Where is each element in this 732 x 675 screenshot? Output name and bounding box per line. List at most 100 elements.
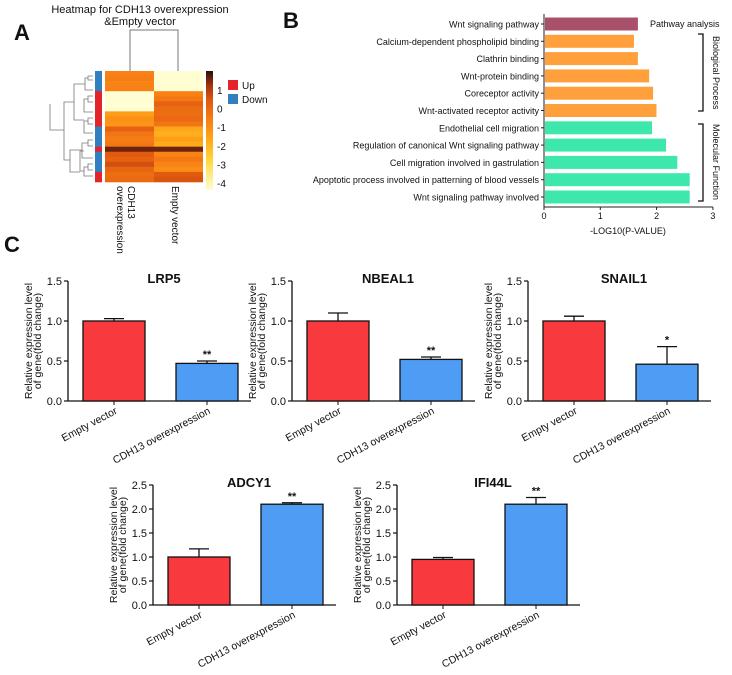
heatmap-cell [154,96,203,102]
bar-7 [545,138,667,152]
y-tick-label: 1.5 [271,276,286,288]
chart-title: SNAIL1 [601,271,647,286]
row-group-cell [95,136,102,142]
bar-8 [545,155,678,169]
y-tick-label: 0.0 [376,600,391,612]
y-axis-label: of gene(fold change) [492,293,504,389]
row-group-cell [95,76,102,82]
y-tick-label: 2.0 [376,504,391,516]
chart-title: NBEAL1 [362,271,414,286]
bar-1 [399,358,463,402]
colorbar-tick-label: -1 [217,123,226,134]
row-group-cell [95,176,102,183]
heatmap-cell [154,126,203,132]
heatmap-cell [154,176,203,183]
row-group-cell [95,71,102,77]
row-group-cell [95,171,102,178]
expression-chart-nbeal1: NBEAL1 0.0 0.5 1.0 1.5 Relative expression le… [247,271,475,467]
y-tick-label: 0.5 [271,356,286,368]
x-tick-label: CDH13 overexpression [196,609,298,671]
heatmap-cell [154,106,203,112]
x-tick-label: 1 [598,211,603,221]
colorbar [206,71,213,190]
bar-0 [82,320,146,402]
expression-chart-lrp5: LRP5 0.0 0.5 1.0 1.5 Relative expression leve… [23,271,251,467]
y-tick-label: 0.5 [132,576,147,588]
pathway-bar-chart: Wnt signaling pathway Calcium-dependent p… [313,14,721,236]
heatmap-cell [105,151,154,158]
group-label-pathway: Pathway analysis [650,19,720,29]
row-group-cell [95,146,102,153]
y-tick-label: 1.0 [132,552,147,564]
category-label: Coreceptor activity [464,89,539,99]
bracket-biological [698,33,704,112]
heatmap-cell [105,86,154,92]
significance-marker: * [665,335,670,347]
y-axis-label: Relative expression level [247,283,259,399]
heatmap-title: &Empty vector [104,16,176,28]
row-group-cell [95,126,102,132]
y-tick-label: 0.5 [376,576,391,588]
panel-letter-a: A [14,20,30,45]
heatmap-panel: Heatmap for CDH13 overexpression&Empty v… [49,4,268,254]
heatmap-cell [105,141,154,147]
heatmap-cell [105,146,154,153]
heatmap-cell [154,86,203,92]
colorbar-tick-label: 1 [217,86,223,97]
y-axis-label: Relative expression level [352,487,364,603]
row-group-cell [95,131,102,137]
heatmap-cell [105,166,154,173]
y-tick-label: 2.0 [132,504,147,516]
category-label: Wnt signaling pathway [449,20,540,30]
heatmap-cell [154,171,203,178]
expression-chart-ifi44l: IFI44L 0.0 0.5 1.0 1.5 2.0 2.5 Relative express… [352,475,580,671]
x-tick-label: 2 [654,211,659,221]
bar-1 [175,362,239,402]
column-label: Empty vector [169,186,180,245]
legend-swatch [228,94,238,104]
bracket-molecular [698,123,704,202]
x-tick-label: Empty vector [284,405,344,445]
row-group-cell [95,101,102,107]
heatmap-cell [154,161,203,168]
colorbar-tick-label: -3 [217,160,226,171]
y-axis-label: of gene(fold change) [32,293,44,389]
row-group-cell [95,91,102,97]
heatmap-cell [154,121,203,127]
x-tick-label: CDH13 overexpression [111,405,213,467]
y-axis-label: of gene(fold change) [117,497,129,593]
chart-title: LRP5 [147,271,180,286]
y-tick-label: 1.5 [132,528,147,540]
heatmap-cell [105,126,154,132]
bar-1 [260,503,324,606]
bar-1 [635,363,699,402]
x-tick-label: Empty vector [389,609,449,649]
heatmap-cell [154,111,203,117]
y-tick-label: 1.0 [507,316,522,328]
legend-label: Up [242,81,255,92]
bar-9 [545,173,690,187]
bar-0 [306,320,370,402]
heatmap-title: Heatmap for CDH13 overexpression [51,4,228,16]
bar-4 [545,86,654,100]
heatmap-cell [105,91,154,97]
colorbar-tick-label: -4 [217,179,226,190]
row-group-cell [95,111,102,117]
heatmap-cell [154,136,203,142]
heatmap-cell [154,101,203,107]
row-group-cell [95,156,102,163]
bar-0 [542,320,606,402]
y-tick-label: 0.5 [47,356,62,368]
heatmap-cell [105,121,154,127]
category-label: Wnt-protein binding [461,71,539,81]
bar-0 [167,556,231,606]
heatmap-cell [105,111,154,117]
legend-label: Down [242,95,268,106]
category-label: Endothelial cell migration [439,123,539,133]
row-group-cell [95,161,102,168]
row-group-cell [95,141,102,147]
chart-title: ADCY1 [227,475,271,490]
significance-marker: ** [532,485,541,497]
